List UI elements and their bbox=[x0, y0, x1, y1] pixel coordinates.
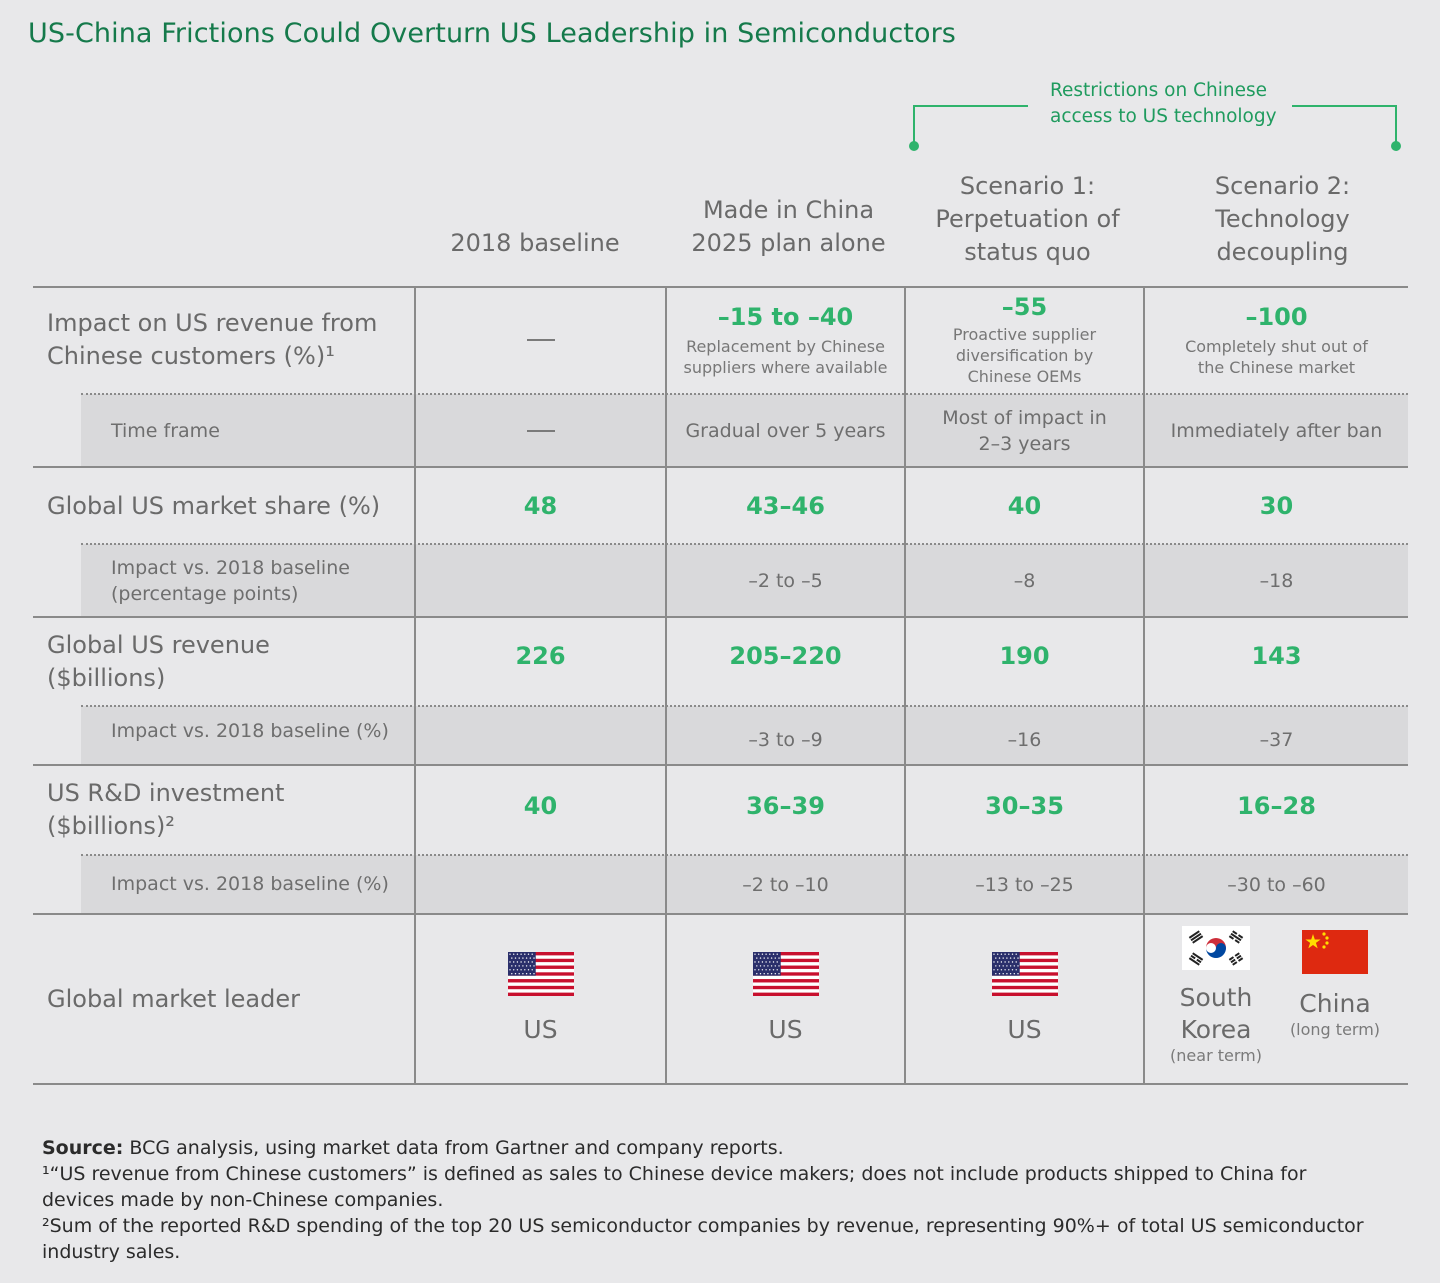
source-line: Source: BCG analysis, using market data … bbox=[42, 1137, 784, 1159]
us-flag-icon bbox=[752, 952, 819, 996]
sub-label-time-frame: Time frame bbox=[111, 420, 220, 442]
cell-timeframe-scenario-1: Most of impact in 2–3 years bbox=[942, 406, 1107, 455]
cell-timeframe-made-in-china: Gradual over 5 years bbox=[685, 419, 886, 442]
cell-revenue-scenario-1: 190 bbox=[999, 642, 1050, 670]
cell-rnd-impact-made-in-china: –2 to –10 bbox=[742, 873, 829, 896]
cell-revenue-made-in-china: 205–220 bbox=[729, 642, 842, 670]
footnote-1: ¹“US revenue from Chinese customers” is … bbox=[42, 1163, 1307, 1211]
page-title: US-China Frictions Could Overturn US Lea… bbox=[28, 18, 956, 49]
cell-leader-baseline: US bbox=[416, 915, 665, 1083]
us-flag-icon bbox=[991, 952, 1058, 996]
footnote-2: ²Sum of the reported R&D spending of the… bbox=[42, 1215, 1364, 1263]
cell-impact-scenario-1: –55 Proactive supplier diversification b… bbox=[952, 293, 1097, 386]
empty-dash bbox=[526, 429, 555, 432]
restrictions-label: Restrictions on Chinese access to US tec… bbox=[1050, 80, 1277, 127]
cell-impact-baseline bbox=[416, 286, 665, 393]
cell-share-baseline: 48 bbox=[523, 492, 558, 520]
column-header-scenario-2: Scenario 2: Technology decoupling bbox=[1214, 172, 1351, 266]
row-label-rnd: US R&D investment ($billions)² bbox=[47, 779, 285, 840]
row-label-leader: Global market leader bbox=[47, 984, 300, 1013]
empty-dash bbox=[526, 338, 555, 341]
cell-revenue-impact-scenario-1: –16 bbox=[1007, 729, 1042, 751]
cell-rnd-impact-scenario-1: –13 to –25 bbox=[975, 873, 1074, 896]
cell-leader-china: China (long term) bbox=[1271, 930, 1399, 1070]
column-header-baseline: 2018 baseline bbox=[450, 229, 620, 257]
cell-rnd-impact-scenario-2: –30 to –60 bbox=[1227, 873, 1326, 896]
cell-leader-scenario-1: US bbox=[906, 915, 1143, 1083]
south-korea-flag-icon bbox=[1182, 926, 1250, 970]
cell-share-made-in-china: 43–46 bbox=[746, 492, 825, 520]
cell-rnd-scenario-2: 16–28 bbox=[1237, 792, 1316, 820]
row-label-revenue: Global US revenue ($billions) bbox=[47, 631, 270, 692]
cell-timeframe-scenario-2: Immediately after ban bbox=[1170, 419, 1383, 442]
cell-rnd-made-in-china: 36–39 bbox=[746, 792, 825, 820]
cell-rnd-scenario-1: 30–35 bbox=[985, 792, 1064, 820]
cell-leader-south-korea: South Korea (near term) bbox=[1151, 926, 1281, 1076]
sub-label-revenue-impact: Impact vs. 2018 baseline (%) bbox=[111, 720, 389, 742]
cell-share-impact-scenario-1: –8 bbox=[1013, 569, 1036, 592]
cell-impact-scenario-2: –100 Completely shut out of the Chinese … bbox=[1185, 302, 1368, 377]
cell-share-scenario-2: 30 bbox=[1259, 492, 1294, 520]
cell-share-impact-made-in-china: –2 to –5 bbox=[748, 569, 823, 592]
china-flag-icon bbox=[1302, 930, 1368, 974]
column-header-scenario-1: Scenario 1: Perpetuation of status quo bbox=[935, 172, 1120, 266]
column-header-made-in-china: Made in China 2025 plan alone bbox=[691, 196, 886, 257]
cell-leader-made-in-china: US bbox=[667, 915, 904, 1083]
cell-impact-made-in-china: –15 to –40 Replacement by Chinese suppli… bbox=[683, 302, 888, 377]
cell-revenue-baseline: 226 bbox=[515, 642, 566, 670]
cell-revenue-scenario-2: 143 bbox=[1251, 642, 1302, 670]
restrictions-bracket bbox=[909, 105, 1401, 151]
sub-label-rnd-impact: Impact vs. 2018 baseline (%) bbox=[111, 873, 389, 895]
cell-timeframe-baseline bbox=[416, 395, 665, 466]
cell-share-impact-scenario-2: –18 bbox=[1259, 569, 1294, 592]
cell-share-scenario-1: 40 bbox=[1007, 492, 1042, 520]
cell-rnd-baseline: 40 bbox=[523, 792, 558, 820]
footnotes: Source: BCG analysis, using market data … bbox=[42, 1135, 1382, 1265]
row-label-impact: Impact on US revenue from Chinese custom… bbox=[47, 309, 378, 370]
sub-label-share-impact: Impact vs. 2018 baseline (percentage poi… bbox=[111, 557, 350, 605]
cell-revenue-impact-scenario-2: –37 bbox=[1259, 729, 1294, 751]
cell-revenue-impact-made-in-china: –3 to –9 bbox=[748, 729, 823, 751]
us-flag-icon bbox=[507, 952, 574, 996]
row-label-market-share: Global US market share (%) bbox=[47, 491, 381, 520]
